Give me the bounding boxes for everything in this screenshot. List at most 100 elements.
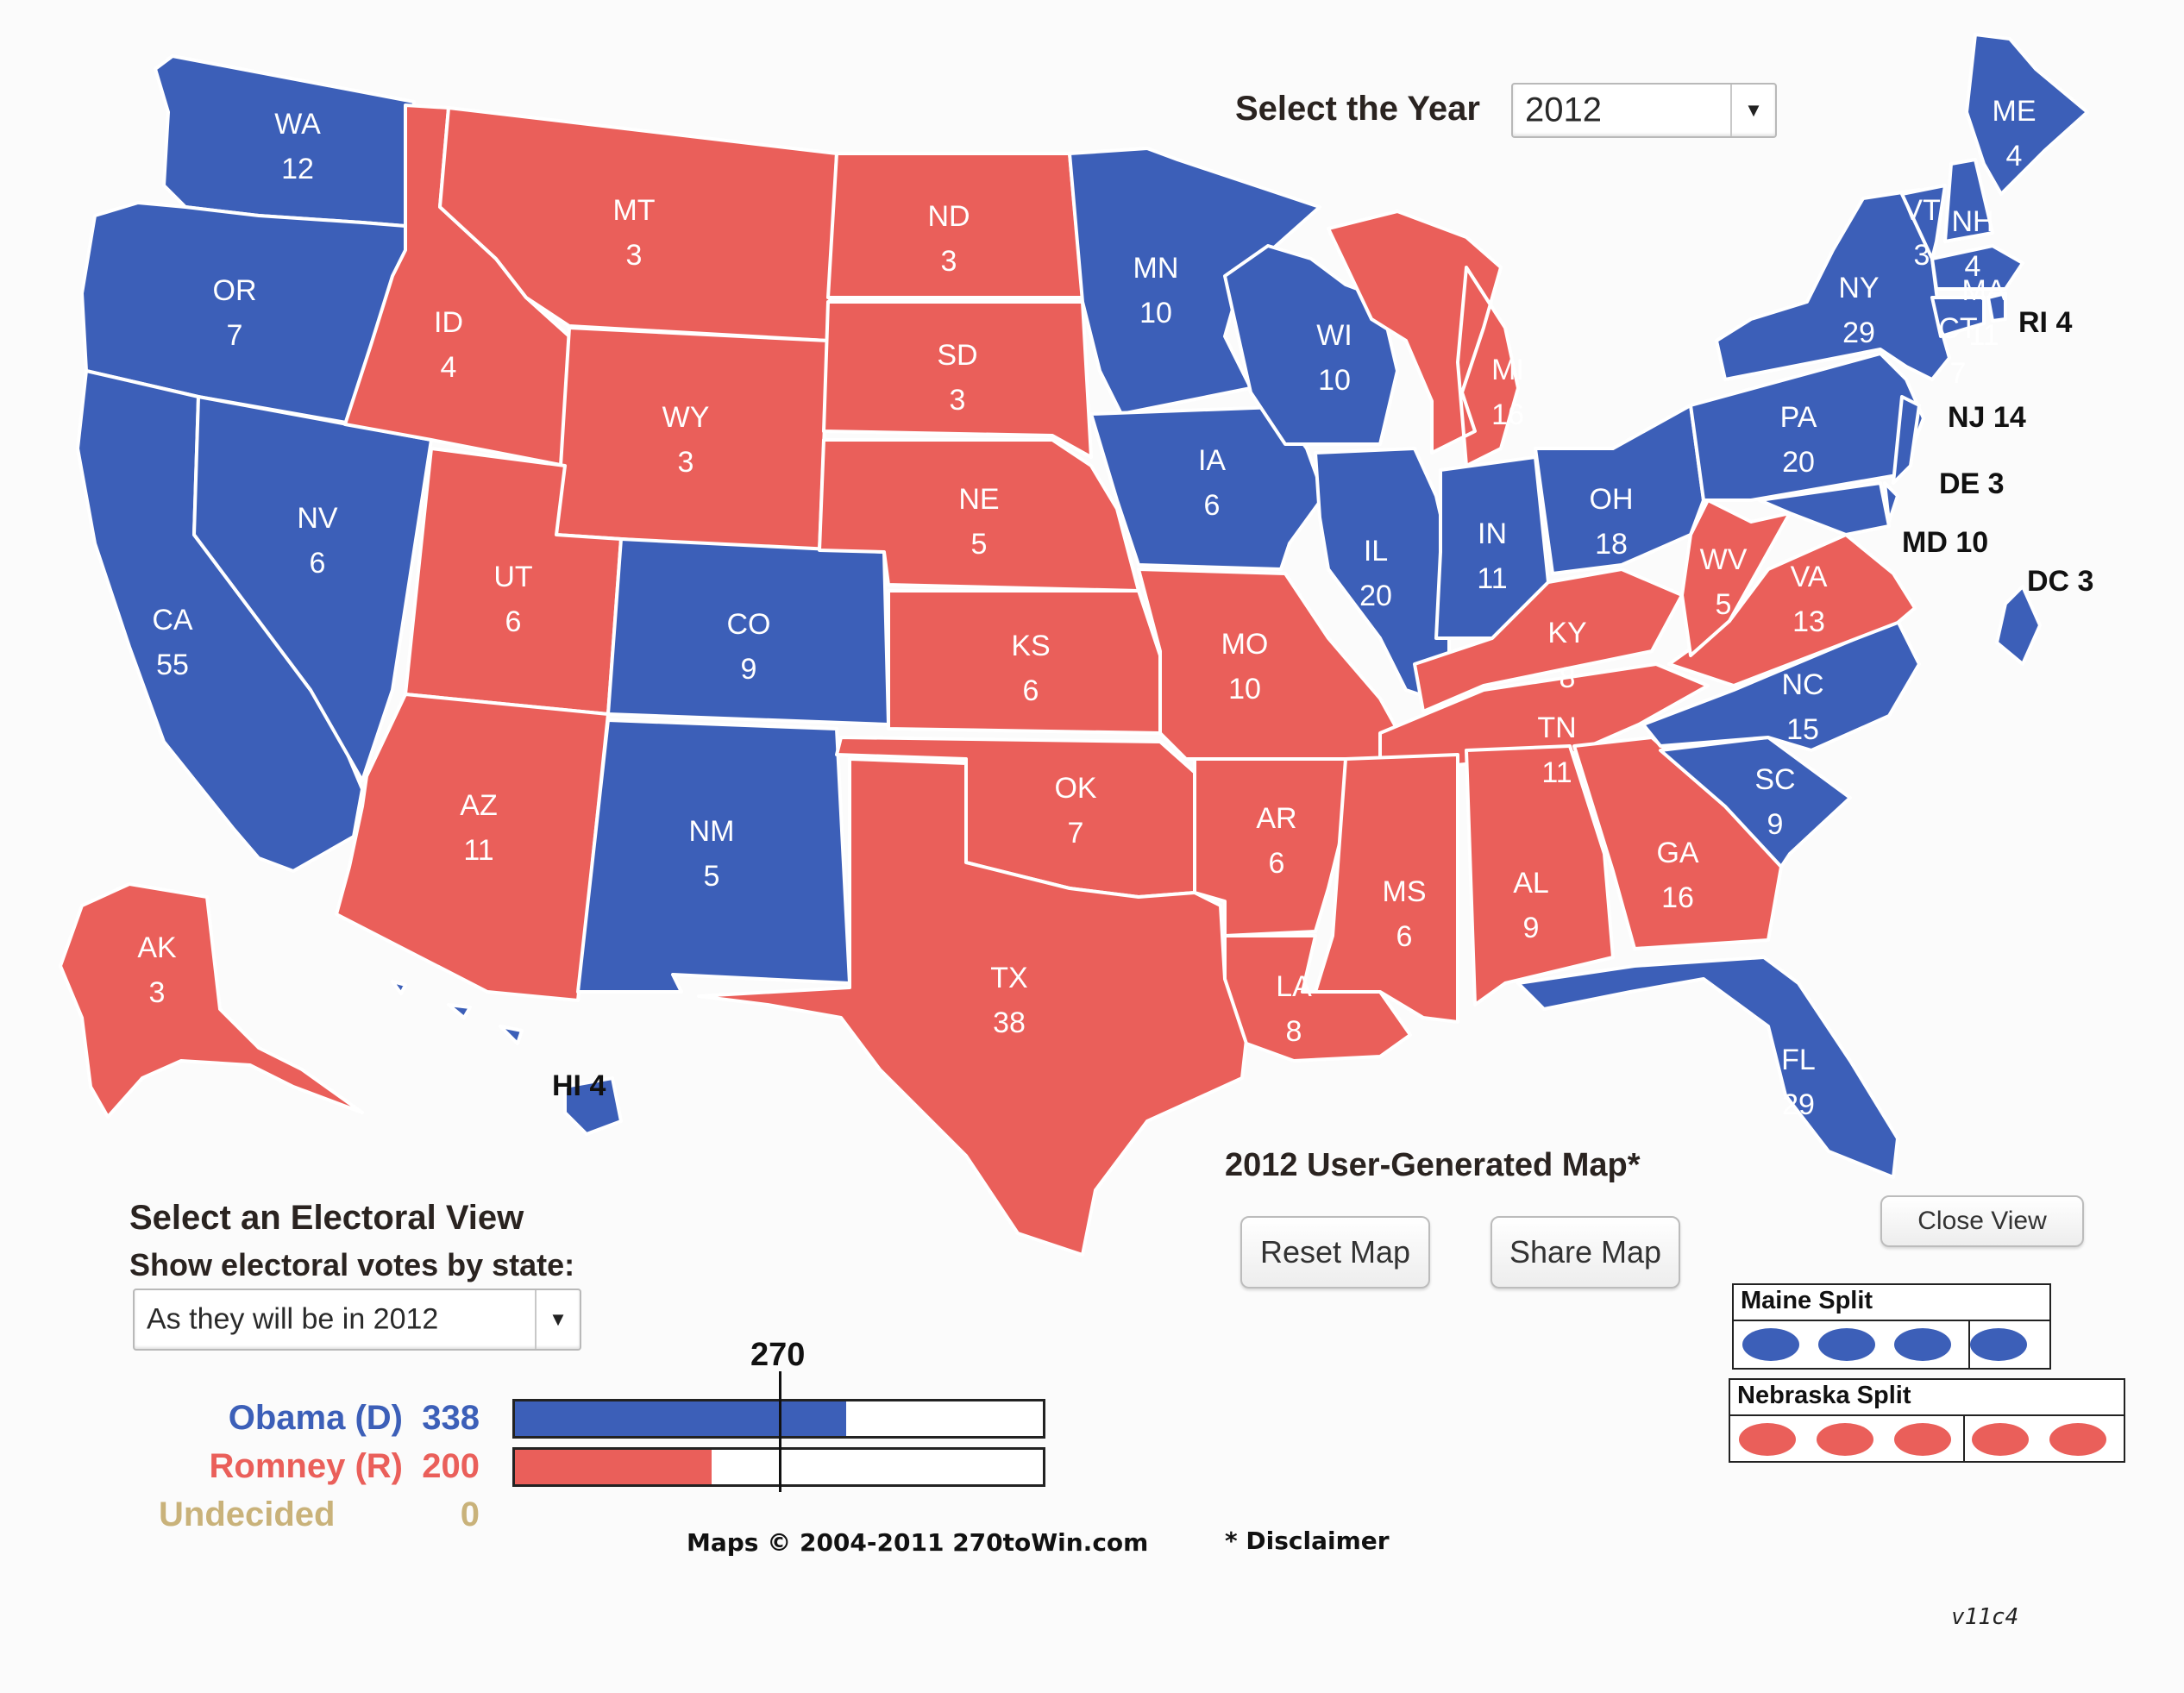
state-votes-co: 9 [741, 653, 757, 686]
state-mi[interactable] [1327, 210, 1520, 467]
state-votes-sc: 9 [1767, 808, 1784, 841]
reset-map-button[interactable]: Reset Map [1240, 1216, 1430, 1289]
state-label-ak: AK [137, 931, 177, 964]
chevron-down-icon[interactable]: ▼ [535, 1290, 580, 1349]
state-votes-wa: 12 [281, 153, 314, 185]
threshold-line [779, 1371, 781, 1492]
state-votes-ia: 6 [1204, 489, 1221, 522]
state-label-ca: CA [152, 604, 193, 636]
state-votes-ca: 55 [156, 649, 189, 681]
state-ma[interactable] [1930, 244, 2024, 291]
state-label-wy: WY [662, 401, 710, 434]
state-label-wa: WA [274, 108, 321, 141]
year-select-value: 2012 [1525, 91, 1602, 129]
state-votes-nc: 15 [1786, 713, 1819, 746]
state-label-ms: MS [1383, 875, 1427, 908]
state-ny[interactable] [1715, 188, 1951, 381]
state-votes-il: 20 [1359, 580, 1392, 612]
state-votes-or: 7 [227, 319, 243, 352]
state-ct[interactable] [1930, 296, 1986, 338]
state-label-oh: OH [1590, 483, 1634, 516]
dem-candidate-name: Obama (D) [228, 1399, 403, 1437]
state-votes-tn: 11 [1541, 756, 1572, 789]
state-label-dc: DC 3 [2027, 565, 2093, 598]
state-ri[interactable] [1986, 292, 2007, 323]
state-label-ut: UT [493, 561, 532, 593]
state-label-mn: MN [1133, 252, 1179, 285]
split-dot-1[interactable] [1739, 1423, 1796, 1456]
year-select[interactable]: 2012 ▼ [1511, 83, 1777, 138]
state-la[interactable] [1223, 934, 1412, 1063]
state-votes-me: 4 [2006, 140, 2023, 172]
state-va[interactable] [1667, 533, 1917, 687]
state-wy[interactable] [555, 326, 830, 554]
state-votes-nh: 4 [1965, 250, 1981, 283]
state-votes-mi: 16 [1491, 398, 1524, 431]
state-tx[interactable] [697, 757, 1248, 1257]
split-dot-3[interactable] [1894, 1423, 1951, 1456]
split-dot-2[interactable] [1818, 1328, 1875, 1361]
state-nm[interactable] [576, 718, 851, 994]
undecided-name: Undecided [159, 1495, 336, 1533]
split-dot-4[interactable] [1972, 1423, 2029, 1456]
state-label-al: AL [1513, 867, 1549, 900]
state-votes-nd: 3 [941, 245, 957, 278]
state-sd[interactable] [822, 300, 1093, 459]
state-label-wv: WV [1700, 543, 1748, 576]
state-wi[interactable] [1223, 244, 1399, 446]
state-label-nv: NV [297, 502, 338, 535]
state-label-hi: HI 4 [552, 1069, 606, 1102]
share-map-button[interactable]: Share Map [1491, 1216, 1680, 1289]
state-hi[interactable] [391, 980, 623, 1136]
split-dot-2[interactable] [1817, 1423, 1873, 1456]
state-votes-ma: 11 [1968, 319, 1999, 352]
close-view-button[interactable]: Close View [1880, 1195, 2084, 1247]
state-wa[interactable] [154, 54, 416, 228]
state-votes-ms: 6 [1396, 920, 1413, 953]
state-nc[interactable] [1641, 619, 1921, 752]
state-label-il: IL [1364, 535, 1388, 567]
state-fl[interactable] [1516, 956, 1899, 1179]
state-dc[interactable] [1995, 585, 2042, 666]
state-al[interactable] [1465, 744, 1615, 1006]
split-dot-5[interactable] [2049, 1423, 2106, 1456]
split-dot-1[interactable] [1742, 1328, 1799, 1361]
state-ms[interactable] [1314, 753, 1459, 1024]
chevron-down-icon[interactable]: ▼ [1730, 85, 1775, 136]
state-label-ma: MA [1962, 274, 2006, 307]
state-nj[interactable] [1892, 395, 1921, 485]
state-votes-tx: 38 [993, 1006, 1026, 1039]
disclaimer-link[interactable]: * Disclaimer [1225, 1527, 1390, 1555]
state-me[interactable] [1965, 33, 2089, 196]
state-label-me: ME [1993, 95, 2037, 128]
state-votes-in: 11 [1477, 562, 1507, 595]
state-votes-al: 9 [1523, 912, 1540, 944]
state-votes-vt: 3 [1914, 239, 1930, 272]
state-votes-va: 13 [1792, 605, 1825, 638]
state-vt[interactable] [1900, 184, 1947, 260]
state-label-va: VA [1791, 561, 1828, 593]
state-label-ct: CT [1938, 312, 1977, 345]
state-label-wi: WI [1316, 319, 1352, 352]
state-wv[interactable] [1680, 498, 1792, 657]
state-nh[interactable] [1943, 158, 1994, 243]
split-dot-3[interactable] [1894, 1328, 1951, 1361]
state-label-ri: RI 4 [2018, 306, 2072, 339]
state-oh[interactable] [1534, 404, 1705, 575]
nebraska-split-title: Nebraska Split [1737, 1382, 1911, 1409]
state-votes-la: 8 [1286, 1015, 1302, 1048]
state-label-pa: PA [1780, 401, 1817, 434]
state-label-nc: NC [1781, 668, 1823, 701]
state-label-sc: SC [1754, 763, 1795, 796]
electoral-view-select[interactable]: As they will be in 2012 ▼ [133, 1289, 581, 1351]
state-md[interactable] [1758, 481, 1891, 536]
state-votes-wy: 3 [678, 446, 694, 479]
split-dot-4[interactable] [1970, 1328, 2027, 1361]
threshold-label: 270 [750, 1337, 806, 1373]
state-label-ny: NY [1838, 272, 1879, 304]
rep-progress-fill [515, 1450, 712, 1484]
dem-candidate-votes: 338 [422, 1399, 480, 1437]
state-ak[interactable] [59, 882, 364, 1119]
nebraska-split-panel: Nebraska Split [1729, 1378, 2125, 1463]
copyright-text: Maps © 2004-2011 270toWin.com [687, 1528, 1149, 1557]
